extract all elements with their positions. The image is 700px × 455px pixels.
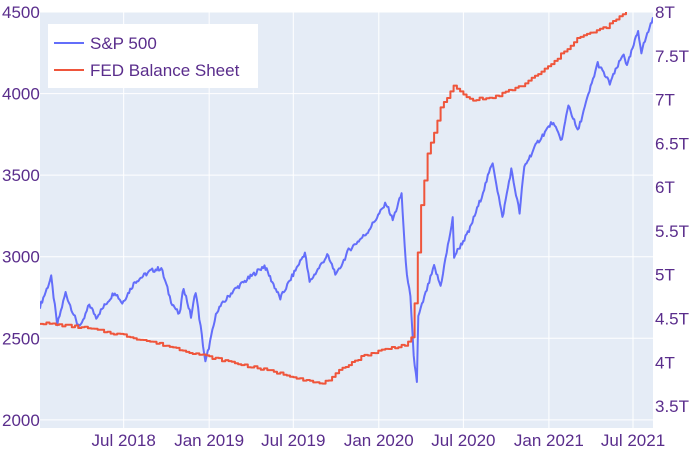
x-tick-label: Jul 2018 bbox=[92, 431, 156, 450]
x-tick-label: Jan 2020 bbox=[344, 431, 414, 450]
y-right-tick-label: 6T bbox=[655, 178, 675, 197]
y-left-tick-label: 2500 bbox=[2, 329, 40, 348]
x-tick-label: Jul 2021 bbox=[601, 431, 665, 450]
y-left-tick-label: 4000 bbox=[2, 85, 40, 104]
y-right-tick-label: 7T bbox=[655, 91, 675, 110]
legend: S&P 500 FED Balance Sheet bbox=[48, 24, 258, 88]
y-right-tick-label: 6.5T bbox=[655, 134, 689, 153]
x-tick-label: Jul 2020 bbox=[431, 431, 495, 450]
y-right-tick-label: 5T bbox=[655, 266, 675, 285]
y-right-tick-label: 8T bbox=[655, 3, 675, 22]
axis-labels: 2000 2500 3000 3500 4000 4500 Jul 2018 Jan 2019… bbox=[2, 3, 689, 450]
legend-box bbox=[48, 24, 258, 88]
series-line-fed-balance-sheet bbox=[40, 12, 627, 385]
y-right-tick-label: 7.5T bbox=[655, 47, 689, 66]
y-right-tick-label: 3.5T bbox=[655, 397, 689, 416]
y-left-tick-label: 2000 bbox=[2, 411, 40, 430]
x-tick-label: Jan 2021 bbox=[514, 431, 584, 450]
y-right-tick-label: 5.5T bbox=[655, 222, 689, 241]
legend-label: S&P 500 bbox=[90, 34, 157, 53]
x-tick-label: Jan 2019 bbox=[174, 431, 244, 450]
x-tick-label: Jul 2019 bbox=[261, 431, 325, 450]
legend-label: FED Balance Sheet bbox=[90, 61, 240, 80]
y-right-tick-label: 4T bbox=[655, 353, 675, 372]
series-line-sp500 bbox=[40, 16, 653, 383]
y-left-tick-label: 3000 bbox=[2, 248, 40, 267]
y-left-tick-label: 4500 bbox=[2, 3, 40, 22]
y-right-tick-label: 4.5T bbox=[655, 310, 689, 329]
series-lines bbox=[40, 12, 653, 385]
y-left-tick-label: 3500 bbox=[2, 166, 40, 185]
